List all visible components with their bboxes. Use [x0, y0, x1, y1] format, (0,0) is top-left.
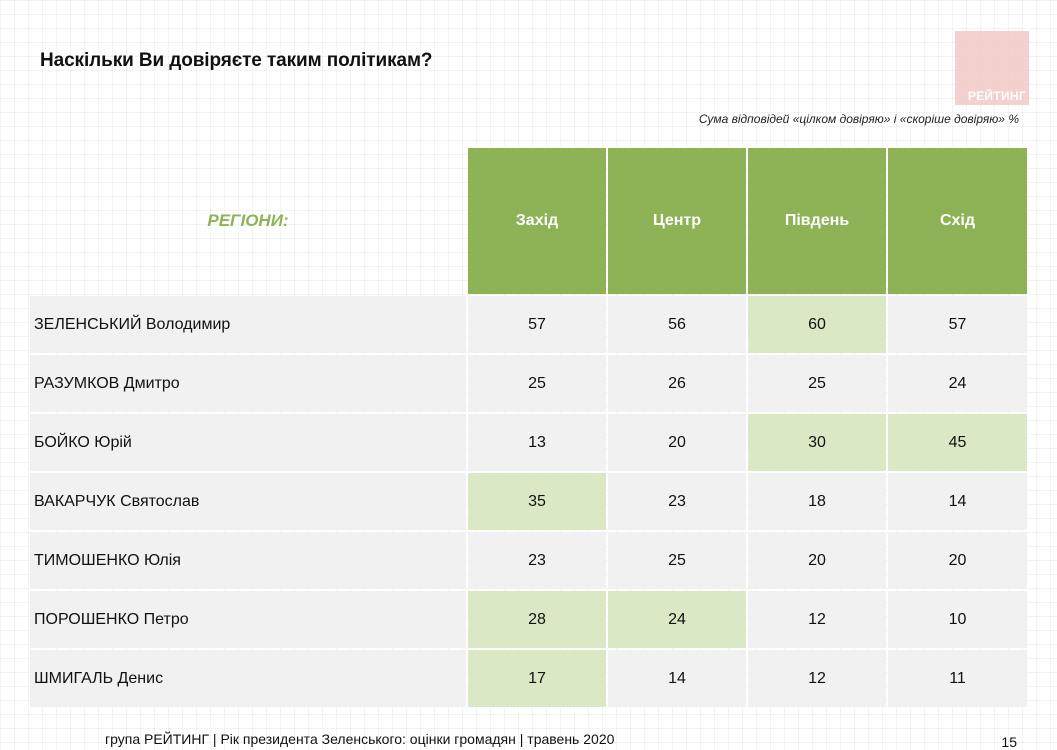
- value-cell-south: 18: [748, 473, 886, 530]
- table-row: ЗЕЛЕНСЬКИЙ Володимир 57 56 60 57: [30, 296, 1027, 353]
- column-header-south: Південь: [748, 148, 886, 294]
- logo-text: РЕЙТИНГ: [967, 89, 1026, 103]
- value-cell-south: 25: [748, 355, 886, 412]
- table-header-row: РЕГІОНИ: Захід Центр Південь Схід: [30, 148, 1027, 294]
- table-row: РАЗУМКОВ Дмитро 25 26 25 24: [30, 355, 1027, 412]
- value-cell-east: 45: [888, 414, 1027, 471]
- value-cell-center: 20: [608, 414, 746, 471]
- value-cell-east: 10: [888, 591, 1027, 648]
- politician-name: БОЙКО Юрій: [30, 414, 466, 471]
- column-header-center: Центр: [608, 148, 746, 294]
- table-row: ТИМОШЕНКО Юлія 23 25 20 20: [30, 532, 1027, 589]
- table-row: БОЙКО Юрій 13 20 30 45: [30, 414, 1027, 471]
- value-cell-south: 30: [748, 414, 886, 471]
- page-number: 15: [1001, 734, 1017, 750]
- value-cell-center: 25: [608, 532, 746, 589]
- value-cell-center: 23: [608, 473, 746, 530]
- value-cell-south: 12: [748, 591, 886, 648]
- value-cell-east: 20: [888, 532, 1027, 589]
- value-cell-south: 60: [748, 296, 886, 353]
- regions-label: РЕГІОНИ:: [207, 211, 289, 230]
- column-header-west: Захід: [468, 148, 606, 294]
- table-row: ВАКАРЧУК Святослав 35 23 18 14: [30, 473, 1027, 530]
- table-body: ЗЕЛЕНСЬКИЙ Володимир 57 56 60 57 РАЗУМКОВ Дми…: [30, 296, 1027, 707]
- column-header-east: Схід: [888, 148, 1027, 294]
- value-cell-west: 25: [468, 355, 606, 412]
- politician-name: ШМИГАЛЬ Денис: [30, 650, 466, 707]
- value-cell-west: 28: [468, 591, 606, 648]
- value-cell-center: 14: [608, 650, 746, 707]
- trust-table: РЕГІОНИ: Захід Центр Південь Схід ЗЕЛЕНС…: [30, 148, 1027, 707]
- value-cell-center: 26: [608, 355, 746, 412]
- value-cell-east: 14: [888, 473, 1027, 530]
- value-cell-south: 20: [748, 532, 886, 589]
- footer-text: група РЕЙТИНГ | Рік президента Зеленсько…: [105, 731, 615, 747]
- table-row: ПОРОШЕНКО Петро 28 24 12 10: [30, 591, 1027, 648]
- politician-name: ТИМОШЕНКО Юлія: [30, 532, 466, 589]
- value-cell-west: 35: [468, 473, 606, 530]
- table-row: ШМИГАЛЬ Денис 17 14 12 11: [30, 650, 1027, 707]
- value-cell-west: 57: [468, 296, 606, 353]
- table-subtitle: Сума відповідей «цілком довіряю» і «скор…: [698, 112, 1019, 126]
- politician-name: ВАКАРЧУК Святослав: [30, 473, 466, 530]
- value-cell-east: 11: [888, 650, 1027, 707]
- value-cell-west: 13: [468, 414, 606, 471]
- value-cell-east: 24: [888, 355, 1027, 412]
- value-cell-center: 56: [608, 296, 746, 353]
- rating-logo: РЕЙТИНГ: [955, 31, 1029, 105]
- value-cell-west: 23: [468, 532, 606, 589]
- value-cell-west: 17: [468, 650, 606, 707]
- politician-name: ПОРОШЕНКО Петро: [30, 591, 466, 648]
- politician-name: РАЗУМКОВ Дмитро: [30, 355, 466, 412]
- value-cell-south: 12: [748, 650, 886, 707]
- page-title: Наскільки Ви довіряєте таким політикам?: [40, 50, 433, 71]
- value-cell-center: 24: [608, 591, 746, 648]
- value-cell-east: 57: [888, 296, 1027, 353]
- politician-name: ЗЕЛЕНСЬКИЙ Володимир: [30, 296, 466, 353]
